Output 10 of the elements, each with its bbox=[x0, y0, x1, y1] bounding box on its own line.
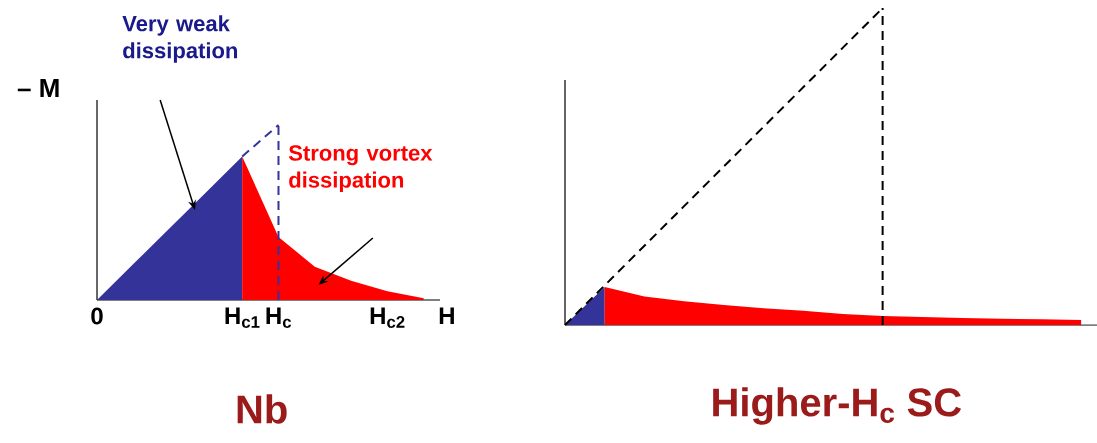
x-tick-label: 0 bbox=[91, 307, 103, 325]
x-tick-label: H$_{c1}$ bbox=[225, 307, 260, 328]
text: Higher-H$_{c}$ SC bbox=[713, 387, 962, 425]
x-tick-label: H$_{c}$ bbox=[266, 307, 292, 328]
text: Nb bbox=[237, 394, 287, 424]
annotation: Strong vortex dissipation bbox=[288, 145, 433, 193]
x-axis-title: H bbox=[439, 307, 454, 325]
y-axis-title: – M bbox=[17, 79, 59, 97]
x-tick-label: H$_{c2}$ bbox=[370, 307, 405, 328]
text: Very weak dissipation bbox=[122, 15, 238, 63]
